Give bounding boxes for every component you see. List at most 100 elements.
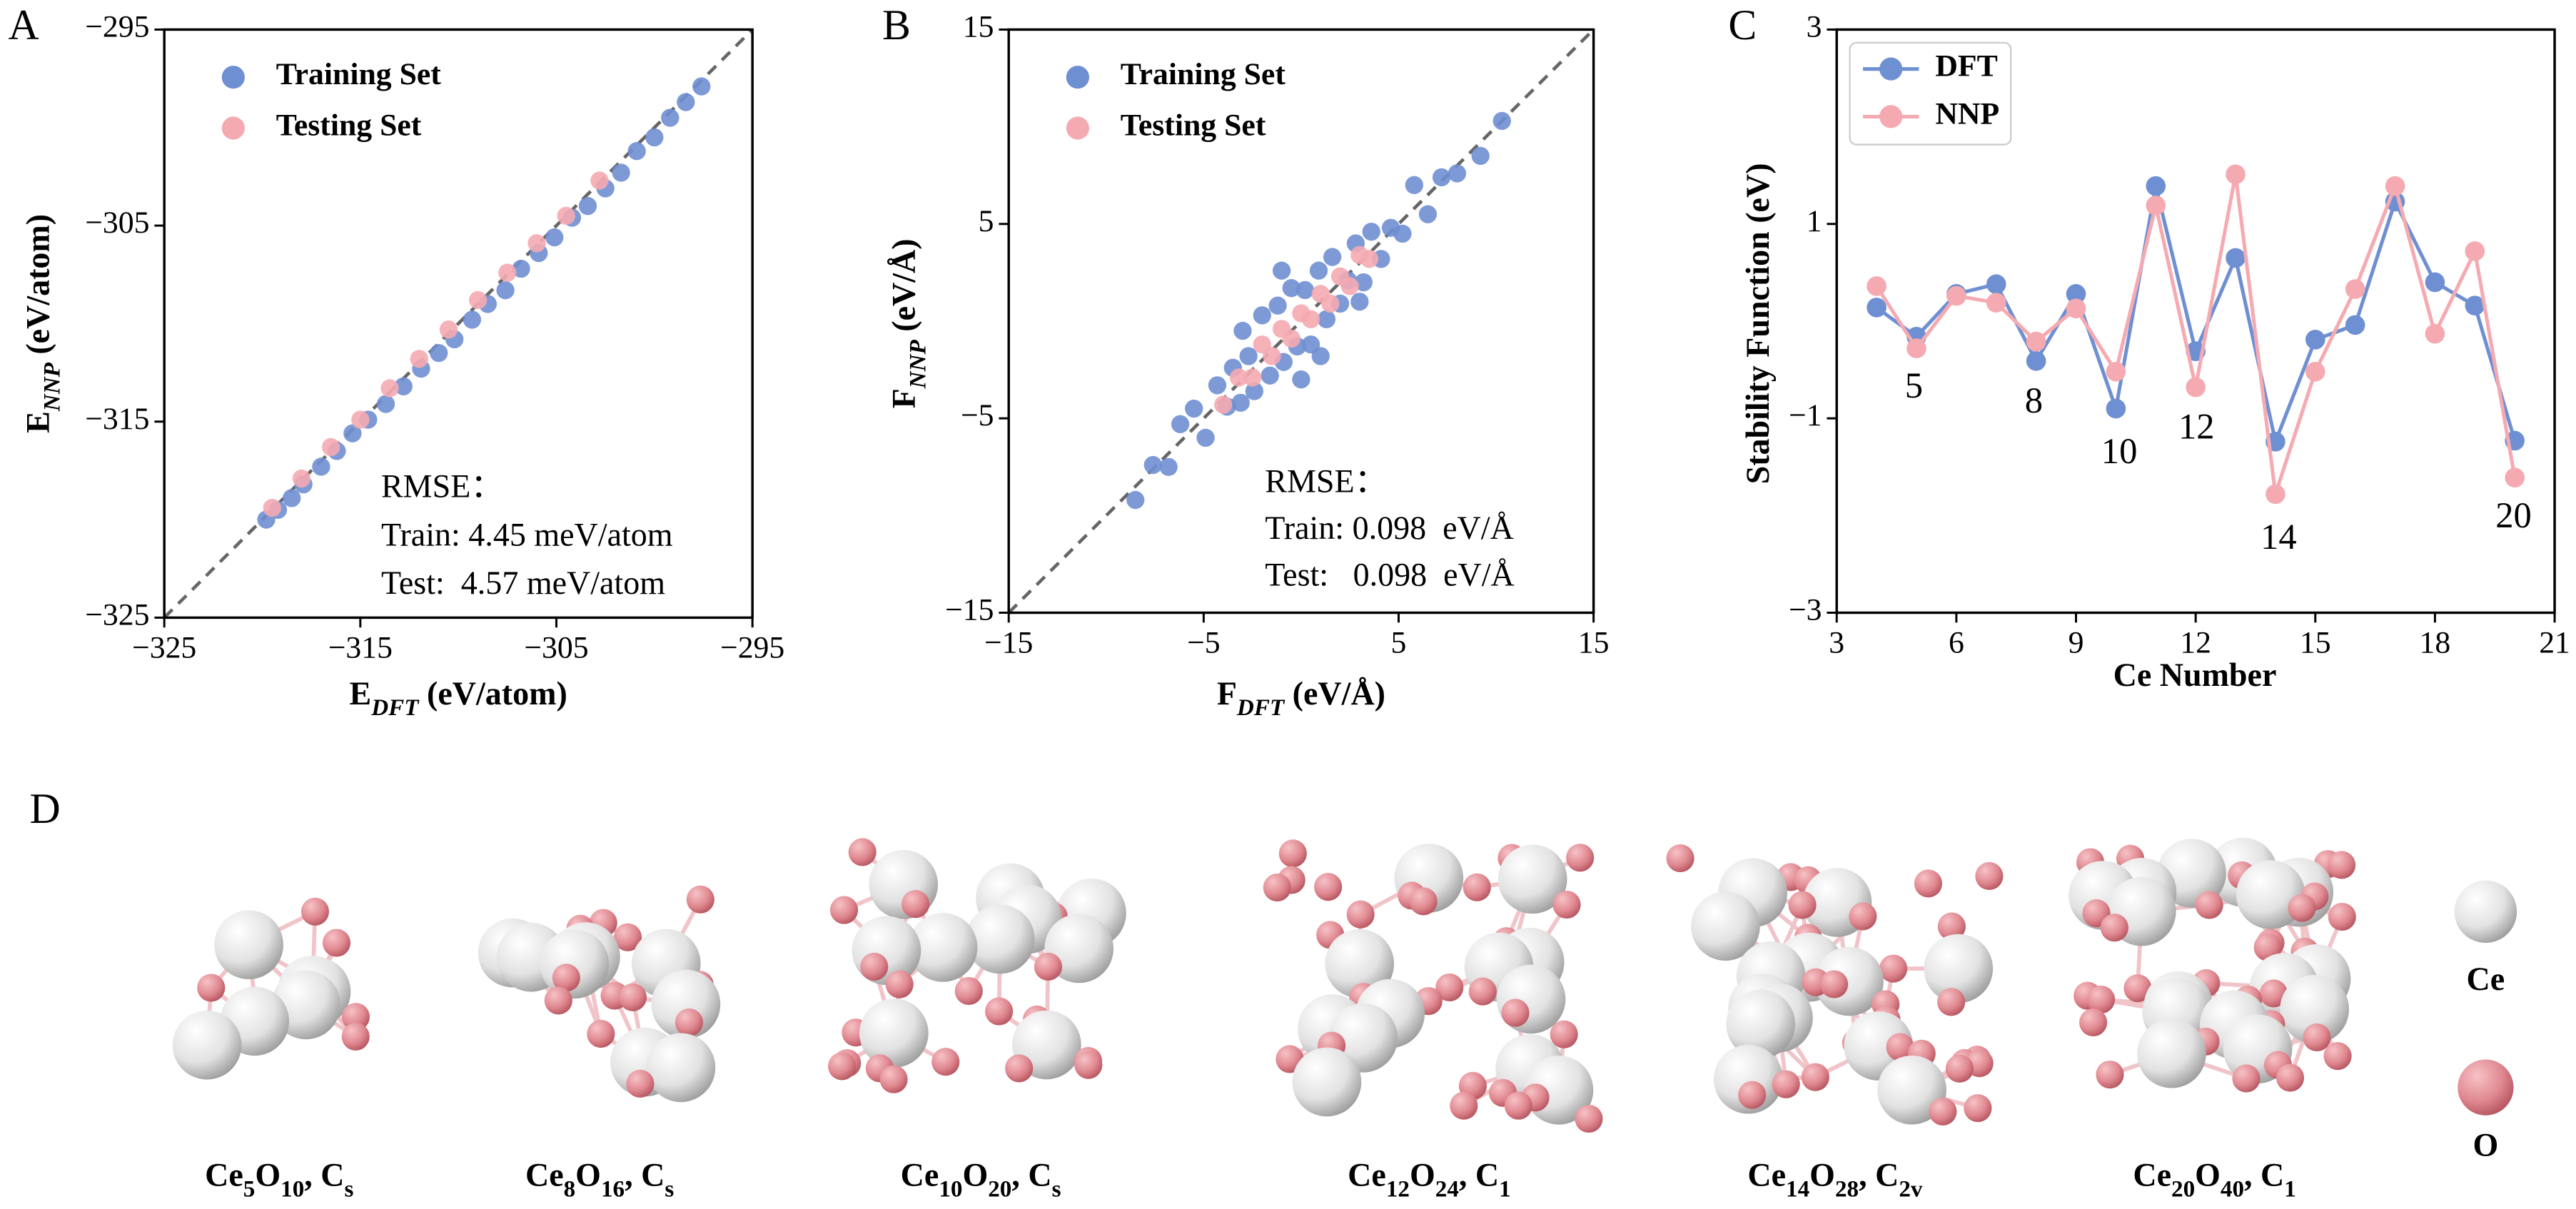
legend-label: Testing Set bbox=[1121, 108, 1266, 143]
x-tick-label: 21 bbox=[2539, 626, 2570, 660]
point bbox=[1253, 306, 1271, 325]
point bbox=[498, 263, 517, 282]
legend-label: Training Set bbox=[1121, 57, 1286, 91]
legend-label: Ce bbox=[2467, 961, 2505, 997]
point bbox=[1143, 455, 1162, 475]
marker bbox=[2345, 279, 2365, 299]
o-atom bbox=[985, 997, 1014, 1026]
y-tick-label: 1 bbox=[1807, 204, 1822, 238]
o-atom bbox=[1801, 1063, 1829, 1091]
marker bbox=[2066, 298, 2086, 319]
o-atom bbox=[2232, 1064, 2261, 1093]
o-atom bbox=[879, 1065, 908, 1093]
y-tick-label: −1 bbox=[1789, 398, 1822, 432]
text-part: Ce bbox=[1348, 1156, 1386, 1193]
point bbox=[1268, 296, 1287, 315]
ce-atom bbox=[2236, 860, 2305, 929]
text-part: (eV/Å) bbox=[885, 238, 921, 340]
o-atom bbox=[552, 963, 580, 992]
o-atom bbox=[1575, 1104, 1603, 1133]
x-tick-label: −315 bbox=[328, 630, 393, 664]
o-atom bbox=[1929, 1097, 1957, 1125]
o-atom bbox=[1914, 869, 1943, 898]
o-atom bbox=[2096, 1061, 2124, 1089]
o-atom bbox=[1886, 1033, 1914, 1061]
x-axis-label: Ce Number bbox=[2113, 657, 2277, 693]
text-part: 14 bbox=[1786, 1175, 1809, 1202]
structure bbox=[1263, 839, 1603, 1133]
legend-marker bbox=[221, 116, 245, 140]
o-atom bbox=[341, 1003, 370, 1031]
legend-marker bbox=[1066, 116, 1090, 140]
point bbox=[1492, 111, 1511, 131]
text-part: 20 bbox=[988, 1175, 1011, 1202]
plot-frame bbox=[163, 28, 754, 619]
legend-marker bbox=[221, 66, 245, 89]
o-atom bbox=[2123, 974, 2152, 1003]
point bbox=[1263, 347, 1281, 365]
text-part: 1 bbox=[2284, 1175, 2296, 1202]
o-atom bbox=[860, 952, 889, 981]
text-part: 5 bbox=[243, 1175, 256, 1202]
annotation: Test: 0.098 eV/Å bbox=[1265, 557, 1515, 593]
point bbox=[321, 437, 340, 457]
y-tick-label: −5 bbox=[961, 398, 994, 432]
o-atom bbox=[1666, 844, 1694, 873]
marker bbox=[2146, 176, 2166, 196]
point bbox=[527, 234, 546, 253]
text-part: , C bbox=[304, 1156, 344, 1193]
ce-atom bbox=[859, 998, 929, 1068]
o-atom bbox=[1450, 1091, 1478, 1120]
legend-label: Training Set bbox=[276, 57, 442, 91]
text-part: O bbox=[575, 1156, 601, 1193]
text-part: (eV/atom) bbox=[19, 214, 56, 363]
structure-label: Ce8O16, Cs bbox=[525, 1156, 674, 1203]
annotation: 8 bbox=[2025, 380, 2043, 420]
point bbox=[1282, 329, 1300, 348]
o-atom bbox=[829, 896, 859, 924]
ce-atom bbox=[1325, 929, 1395, 998]
plot-frame bbox=[1835, 28, 2556, 614]
point bbox=[1126, 490, 1145, 510]
point bbox=[645, 128, 664, 147]
point bbox=[1309, 261, 1328, 280]
text-part: Ce bbox=[1747, 1156, 1786, 1193]
annotation: 20 bbox=[2495, 495, 2532, 535]
o-atom bbox=[2328, 851, 2356, 879]
text-part: 12 bbox=[1386, 1175, 1410, 1202]
ce-atom bbox=[214, 910, 283, 980]
o-atom bbox=[686, 885, 714, 914]
text-part: 16 bbox=[601, 1175, 625, 1202]
y-tick-label: −295 bbox=[85, 9, 149, 44]
annotation: 12 bbox=[2178, 407, 2215, 447]
text-part: F bbox=[885, 388, 921, 408]
marker bbox=[2226, 248, 2246, 268]
point bbox=[430, 343, 448, 363]
ce-atom bbox=[2280, 974, 2349, 1044]
o-atom bbox=[1788, 891, 1817, 919]
point bbox=[1340, 277, 1359, 295]
o-atom bbox=[1034, 952, 1063, 981]
point bbox=[1171, 415, 1190, 433]
marker bbox=[2266, 484, 2285, 505]
ce-atom bbox=[852, 916, 921, 986]
ce-atom bbox=[1292, 1047, 1362, 1117]
marker bbox=[2425, 323, 2445, 344]
o-atom bbox=[1278, 839, 1307, 868]
marker bbox=[1906, 338, 1926, 358]
ce-atom bbox=[965, 904, 1035, 974]
text-part: , C bbox=[2244, 1156, 2284, 1193]
point bbox=[1354, 273, 1373, 292]
text-part: O bbox=[2195, 1156, 2221, 1193]
o-atom bbox=[1879, 954, 1908, 983]
text-part: , C bbox=[625, 1156, 665, 1193]
point bbox=[1282, 279, 1300, 298]
o-atom bbox=[954, 976, 983, 1006]
o-atom bbox=[197, 973, 226, 1002]
point bbox=[1229, 368, 1248, 387]
o-atom bbox=[1820, 970, 1849, 998]
point bbox=[1321, 294, 1340, 313]
structure-label: Ce10O20, Cs bbox=[901, 1156, 1061, 1203]
point bbox=[1393, 224, 1412, 243]
legend-marker bbox=[1879, 57, 1903, 81]
